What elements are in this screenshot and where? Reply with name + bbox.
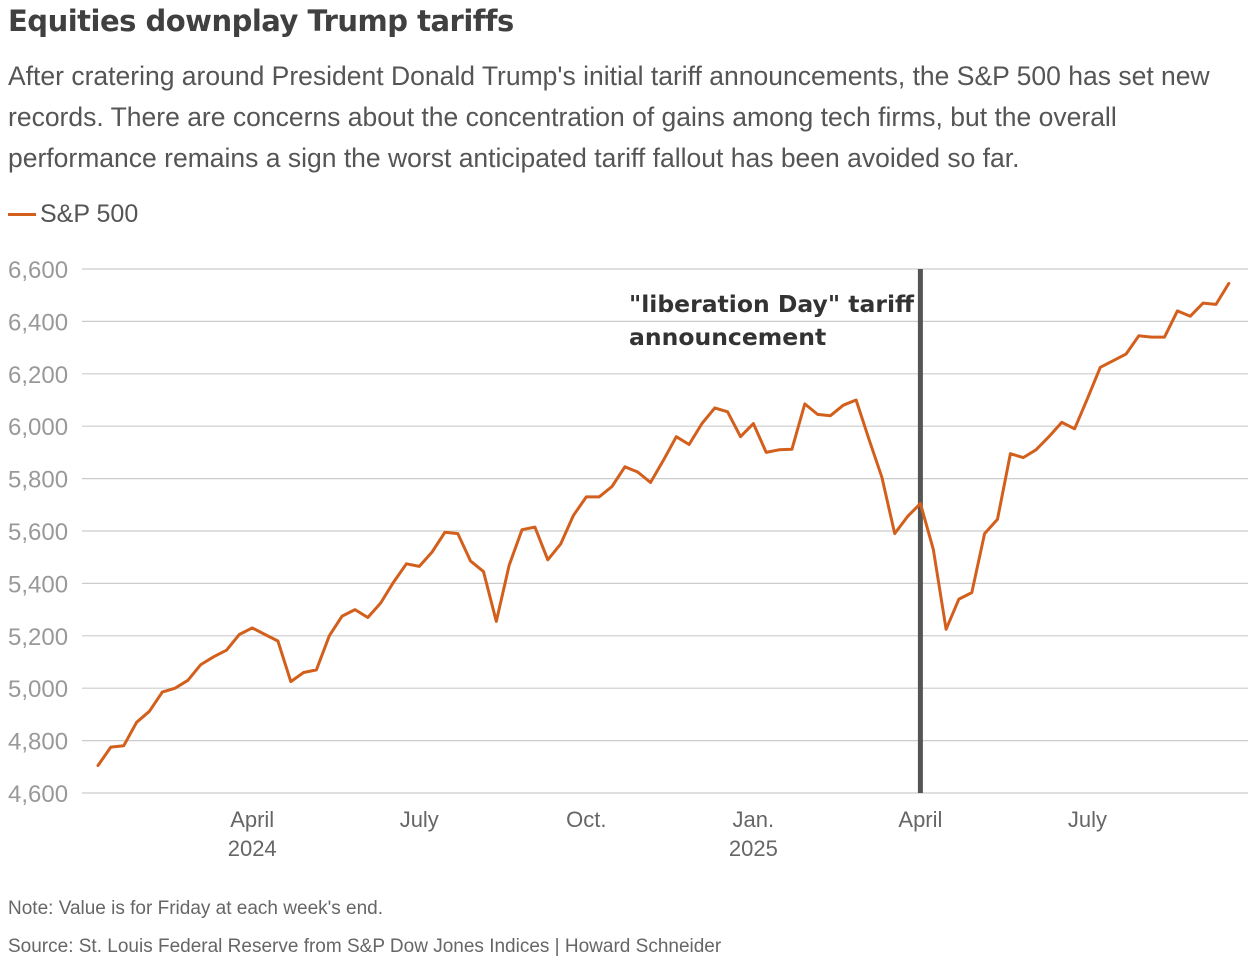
y-tick-label: 6,400 [8,309,68,336]
y-tick-label: 5,600 [8,519,68,546]
gridlines [82,268,1248,794]
y-tick-label: 5,400 [8,571,68,598]
y-tick-label: 6,600 [8,257,68,284]
x-tick-label: July [1068,807,1107,832]
series-line-sp500 [96,281,1231,767]
x-axis-ticks: April 2024 July Oct. Jan. 2025 April July [228,807,1107,861]
y-tick-label: 5,000 [8,676,68,703]
annotation-label: "liberation Day" tariff announcement [629,290,922,351]
legend-label: S&P 500 [40,200,139,228]
x-tick-label: Jan. [733,807,775,832]
x-tick-year-label: 2025 [729,836,778,861]
y-tick-label: 6,200 [8,362,68,389]
annotation-line-1: "liberation Day" tariff [629,290,915,318]
source-line: Source: St. Louis Federal Reserve from S… [8,936,722,957]
x-tick-label: April [898,807,942,832]
chart-subtitle: After cratering around President Donald … [8,61,1210,173]
annotation-line-2: announcement [629,323,826,351]
legend-swatch [8,213,36,216]
chart-title: Equities downplay Trump tariffs [8,4,514,38]
x-tick-label: July [400,807,439,832]
y-tick-label: 4,800 [8,729,68,756]
footnote: Note: Value is for Friday at each week's… [8,898,384,919]
x-tick-label: Oct. [566,807,606,832]
y-tick-label: 6,000 [8,414,68,441]
x-tick-label: April [230,807,274,832]
y-tick-label: 4,600 [8,781,68,808]
legend: S&P 500 [8,200,138,229]
x-tick-year-label: 2024 [228,836,277,861]
y-axis-ticks: 4,600 4,800 5,000 5,200 5,400 5,600 5,800 6,000… [8,257,68,808]
y-tick-label: 5,200 [8,624,68,651]
y-tick-label: 5,800 [8,467,68,494]
